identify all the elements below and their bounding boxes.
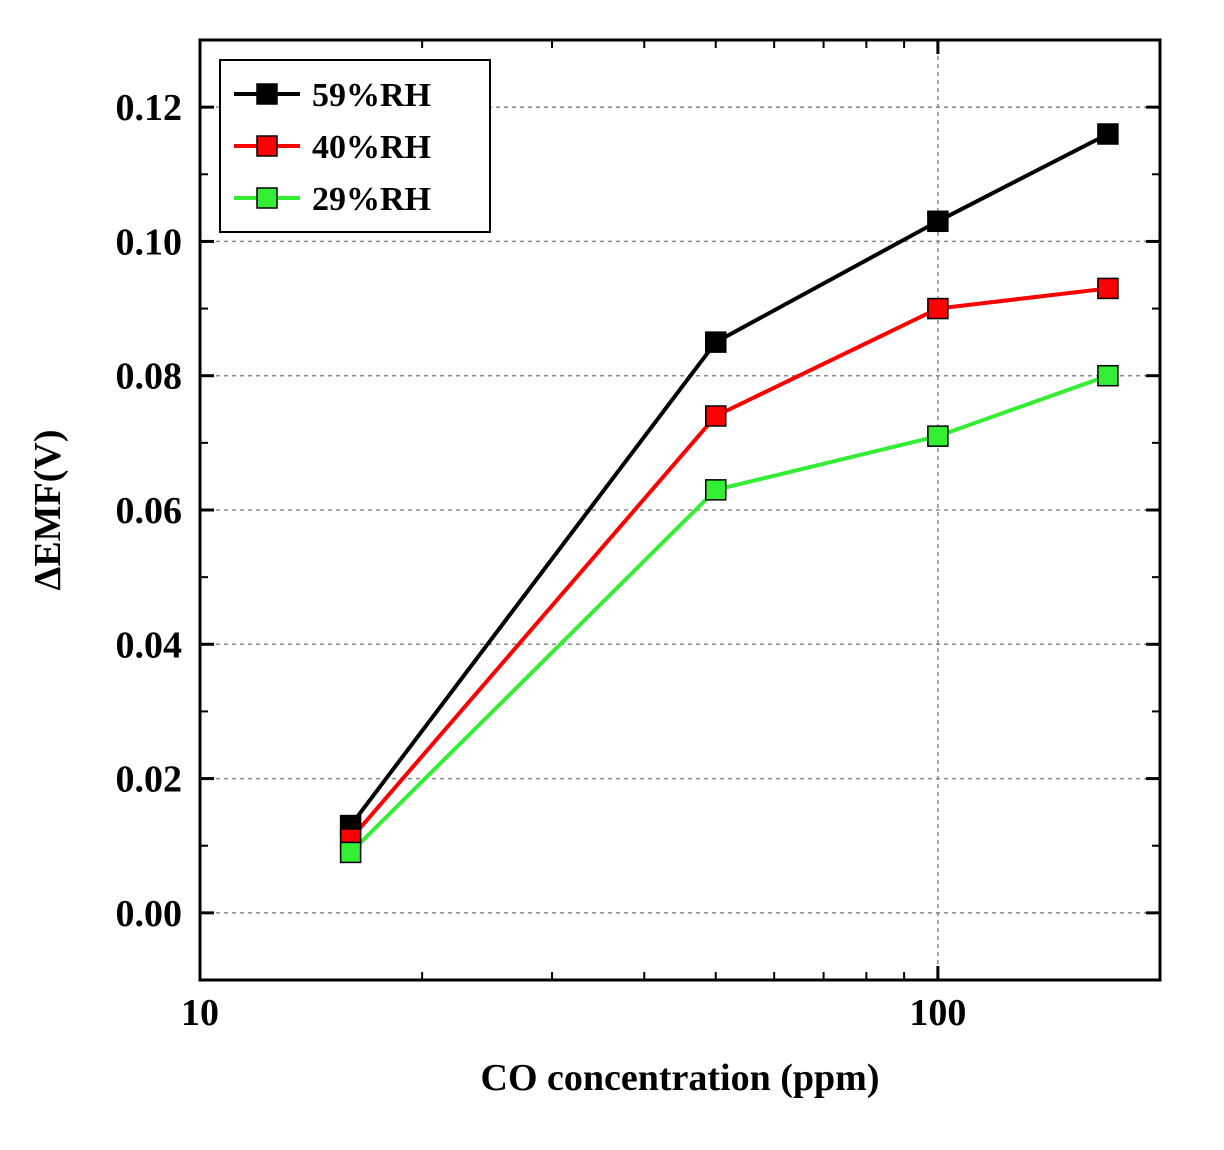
ytick-label: 0.12 bbox=[116, 87, 183, 129]
series-marker bbox=[706, 480, 726, 500]
series-marker bbox=[928, 426, 948, 446]
series-marker bbox=[1098, 278, 1118, 298]
chart-container: 0.00 0.02 0.04 0.06 0.08 0.10 0.12 10 100 ΔEMF(V)… bbox=[0, 0, 1224, 1150]
legend-marker bbox=[257, 188, 277, 208]
xtick-label: 100 bbox=[909, 992, 966, 1034]
chart-svg: 0.00 0.02 0.04 0.06 0.08 0.10 0.12 10 100 ΔEMF(V)… bbox=[0, 0, 1224, 1150]
series-marker bbox=[706, 332, 726, 352]
series-marker bbox=[1098, 124, 1118, 144]
y-axis-label: ΔEMF(V) bbox=[27, 430, 69, 591]
x-axis-label: CO concentration (ppm) bbox=[481, 1057, 880, 1099]
ytick-label: 0.00 bbox=[116, 893, 183, 935]
legend-label: 40%RH bbox=[312, 129, 431, 166]
ytick-label: 0.10 bbox=[116, 221, 183, 263]
xtick-label: 10 bbox=[181, 992, 219, 1034]
ytick-label: 0.02 bbox=[116, 759, 183, 801]
ytick-label: 0.06 bbox=[116, 490, 183, 532]
ytick-label: 0.08 bbox=[116, 356, 183, 398]
series-marker bbox=[341, 842, 361, 862]
legend-label: 29%RH bbox=[312, 181, 431, 218]
legend-marker bbox=[257, 136, 277, 156]
legend-label: 59%RH bbox=[312, 77, 431, 114]
series-marker bbox=[928, 211, 948, 231]
series-marker bbox=[1098, 366, 1118, 386]
legend-marker bbox=[257, 84, 277, 104]
series-marker bbox=[706, 406, 726, 426]
series-marker bbox=[928, 299, 948, 319]
ytick-label: 0.04 bbox=[116, 624, 183, 666]
